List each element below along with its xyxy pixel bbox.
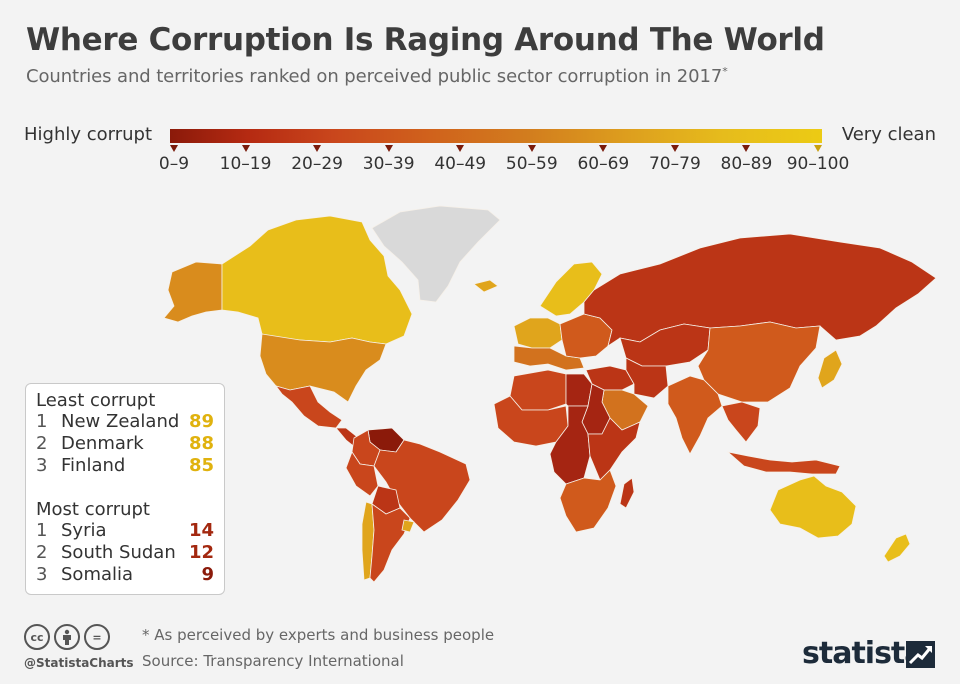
region-new-zealand [883, 533, 911, 563]
region-peru [345, 451, 379, 497]
legend-left-label: Highly corrupt [24, 124, 153, 145]
legend-range-label: 70–79 [648, 154, 701, 174]
region-indonesia [726, 451, 841, 475]
legend-range-label: 30–39 [362, 154, 415, 174]
region-india [667, 375, 723, 455]
ranking-row: 1 New Zealand 89 [36, 411, 214, 433]
legend-tick [241, 145, 250, 152]
ranking-spacer [36, 477, 214, 499]
rank-country: Finland [61, 455, 126, 476]
ranking-row: 1 Syria 14 [36, 520, 214, 542]
region-japan [817, 349, 843, 389]
rank-number: 1 [36, 411, 48, 432]
rank-country: Somalia [61, 564, 134, 585]
legend-range-label: 10–19 [219, 154, 272, 174]
region-australia [769, 475, 857, 539]
chart-title: Where Corruption Is Raging Around The Wo… [26, 22, 825, 58]
region-scandinavia [539, 261, 603, 317]
legend-right-label: Very clean [841, 124, 936, 145]
region-east-africa [587, 417, 641, 481]
statista-logo-text[interactable]: statista [802, 636, 925, 671]
subtitle-footnote-mark: * [722, 65, 728, 78]
region-libya [565, 373, 593, 407]
region-alaska [163, 261, 223, 323]
rank-score: 12 [188, 542, 214, 563]
region-southeast-asia [721, 401, 761, 443]
legend-range-label: 50–59 [505, 154, 558, 174]
ranking-row: 2 South Sudan 12 [36, 542, 214, 564]
rank-country: South Sudan [61, 542, 176, 563]
legend-tick [456, 145, 465, 152]
region-greenland [371, 205, 501, 303]
legend-range-label: 0–9 [158, 154, 190, 174]
region-western-europe [513, 317, 563, 349]
rank-score: 88 [188, 433, 214, 454]
rank-country: Syria [61, 520, 107, 541]
region-southern-europe [513, 345, 585, 371]
region-north-africa [509, 369, 567, 411]
rank-score: 14 [188, 520, 214, 541]
most-corrupt-list: 1 Syria 14 2 South Sudan 12 3 Somalia 9 [36, 520, 214, 586]
legend-range-label: 80–89 [720, 154, 773, 174]
rank-number: 3 [36, 564, 48, 585]
rank-country: Denmark [61, 433, 144, 454]
region-russia [583, 233, 937, 347]
least-corrupt-heading: Least corrupt [36, 390, 156, 411]
region-brazil [373, 439, 471, 533]
legend-tick [599, 145, 608, 152]
legend-range-label: 40–49 [434, 154, 487, 174]
rank-number: 1 [36, 520, 48, 541]
most-corrupt-heading: Most corrupt [36, 499, 150, 520]
chart-subtitle: Countries and territories ranked on perc… [26, 65, 728, 87]
region-argentina [369, 503, 411, 583]
least-corrupt-list: 1 New Zealand 89 2 Denmark 88 3 Finland 85 [36, 411, 214, 477]
region-uruguay [401, 519, 415, 533]
no-derivatives-icon: = [84, 624, 110, 650]
region-iceland [473, 279, 499, 293]
ranking-box: Least corrupt 1 New Zealand 89 2 Denmark 88 3 F… [25, 383, 225, 595]
region-iran [625, 357, 669, 399]
legend-tick [313, 145, 322, 152]
rank-number: 2 [36, 542, 48, 563]
subtitle-text: Countries and territories ranked on perc… [26, 66, 723, 87]
rank-score: 9 [201, 564, 214, 585]
legend-tick [670, 145, 679, 152]
legend-tick [742, 145, 751, 152]
legend-tick [814, 145, 822, 152]
ranking-row: 3 Finland 85 [36, 455, 214, 477]
footnote: * As perceived by experts and business p… [142, 626, 495, 644]
region-canada [221, 215, 413, 345]
legend-range-label: 20–29 [291, 154, 343, 174]
ranking-row: 2 Denmark 88 [36, 433, 214, 455]
legend-gradient-bar [170, 129, 822, 143]
legend-tick [527, 145, 536, 152]
rank-score: 85 [188, 455, 214, 476]
rank-score: 89 [188, 411, 214, 432]
region-united-states [259, 333, 387, 403]
cc-icon: cc [24, 624, 50, 650]
legend-tick [384, 145, 393, 152]
license-icons: cc = [24, 624, 110, 650]
rank-country: New Zealand [61, 411, 180, 432]
region-mexico [274, 385, 343, 429]
person-icon [63, 629, 71, 645]
twitter-handle[interactable]: @StatistaCharts [24, 656, 134, 670]
region-madagascar [619, 477, 635, 509]
legend-tick [170, 145, 178, 152]
region-southern-africa [559, 469, 617, 533]
attribution-icon [54, 624, 80, 650]
world-map [163, 205, 937, 583]
source-text: Source: Transparency International [142, 652, 404, 670]
ranking-row: 3 Somalia 9 [36, 564, 214, 586]
legend-range-label: 90–100 [786, 154, 850, 174]
rank-number: 2 [36, 433, 48, 454]
statista-logo-icon [906, 641, 935, 668]
region-china [697, 321, 821, 403]
rank-number: 3 [36, 455, 48, 476]
legend-range-label: 60–69 [577, 154, 630, 174]
